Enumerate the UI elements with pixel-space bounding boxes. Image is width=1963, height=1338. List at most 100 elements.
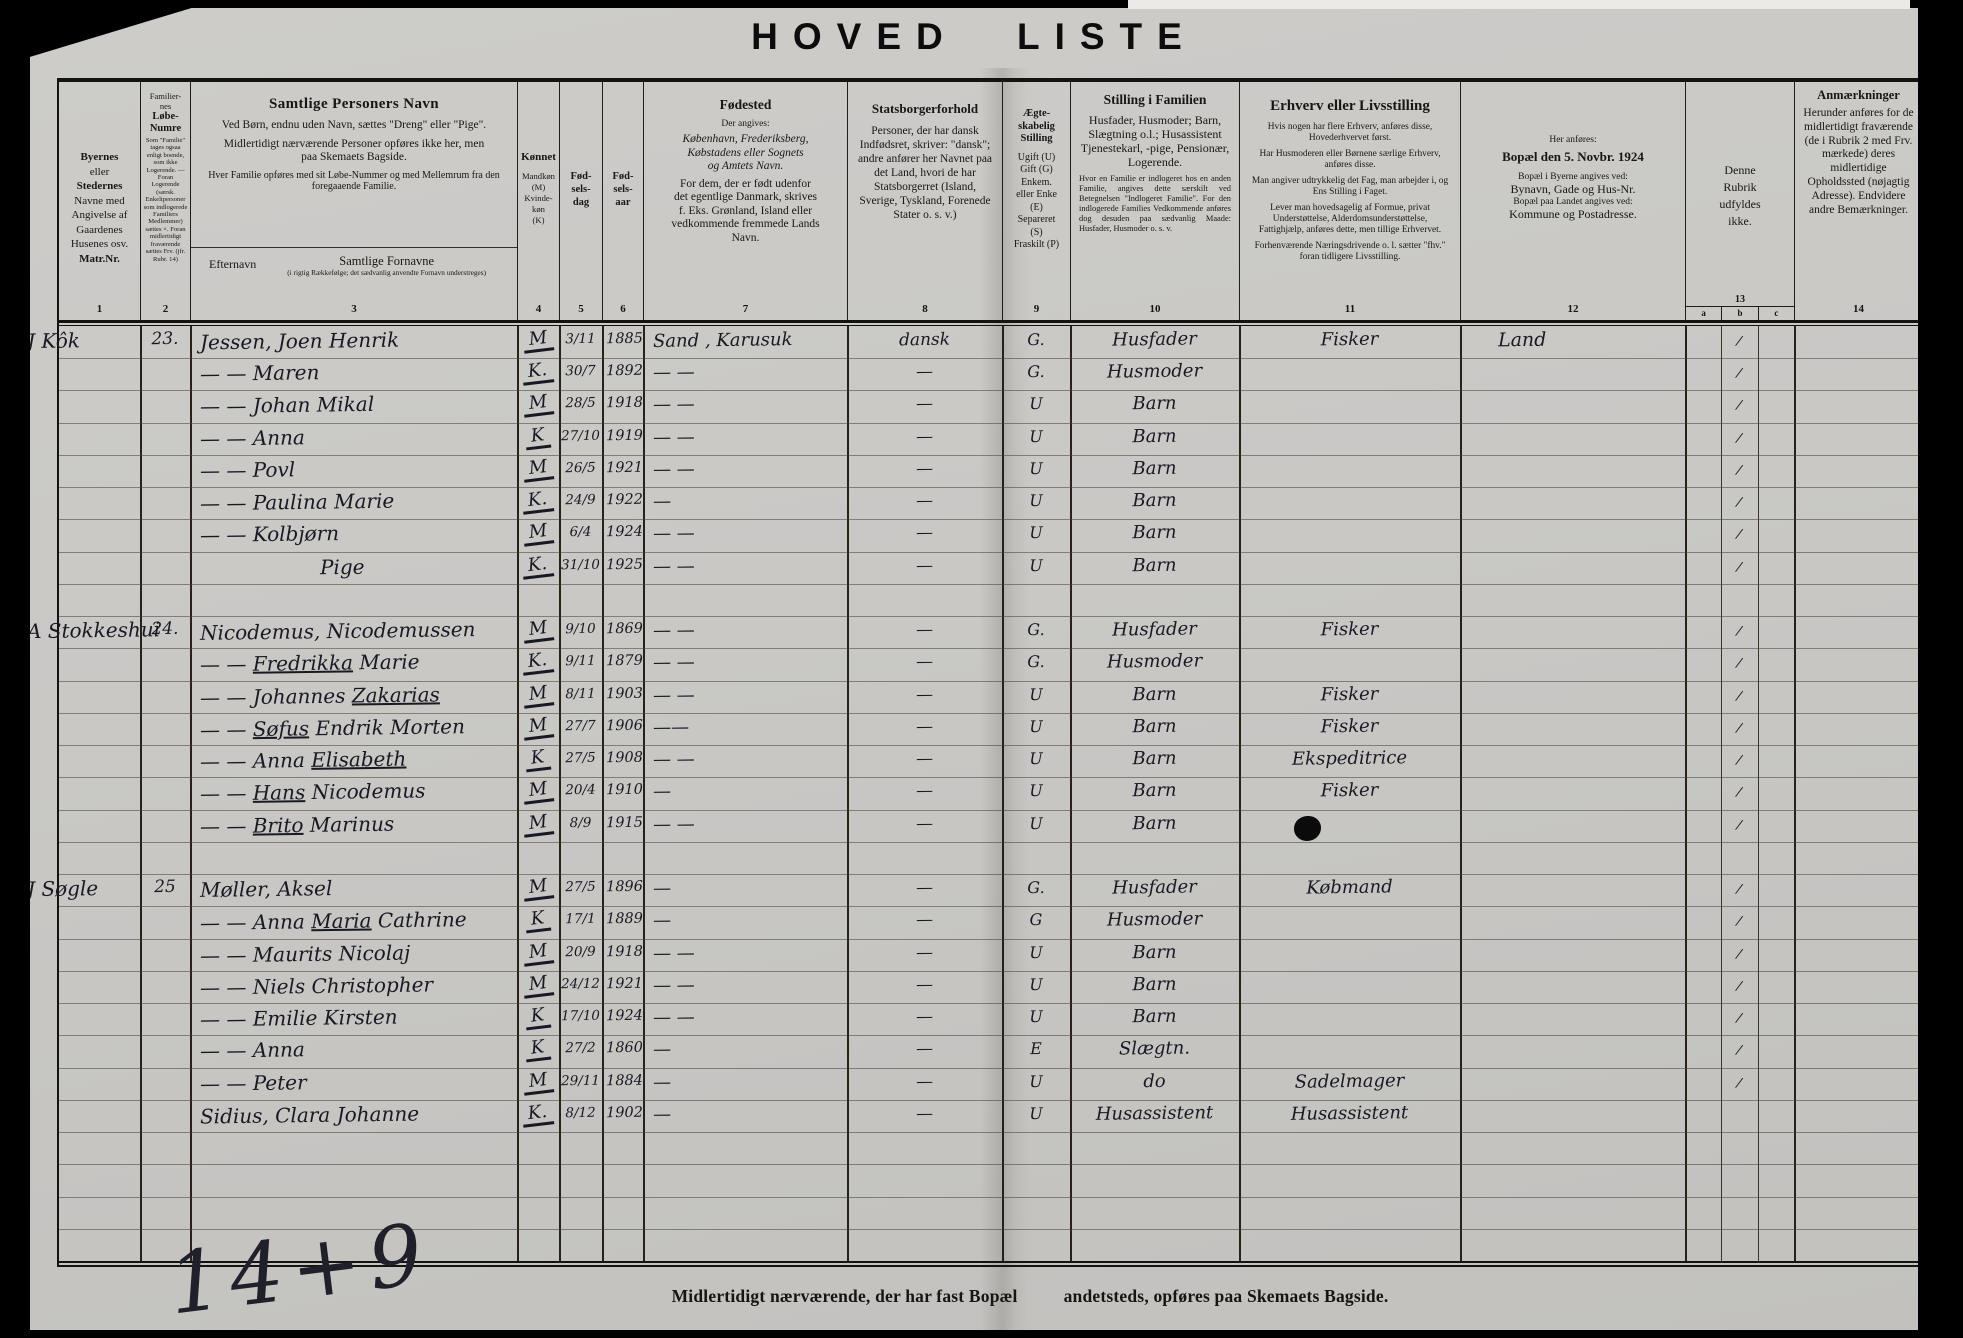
text-line: Bopæl den 5. Novbr. 1924: [1502, 149, 1644, 164]
text-line: Navne med: [74, 194, 125, 207]
entry-marital-status: U: [1029, 781, 1043, 801]
entry-citizenship: —: [915, 942, 934, 963]
entry-birthplace: — —: [652, 361, 695, 384]
entry-citizenship: —: [915, 1039, 934, 1060]
entry-family-number: 24.: [151, 618, 179, 640]
text-block: Ved Børn, endnu uden Navn, sættes "Dreng…: [221, 119, 487, 131]
column-header-occupation: Erhverv eller Livsstilling Hvis nogen ha…: [1239, 82, 1460, 294]
entry-birth-day: 24/12: [560, 975, 601, 993]
entry-citizenship: —: [915, 813, 934, 834]
text-line: Denne: [1724, 163, 1756, 177]
entry-name: — — Fredrikka Marie: [199, 649, 420, 677]
entry-check-mark: /: [1735, 914, 1743, 930]
entry-check-mark: /: [1735, 365, 1743, 382]
sex-letter: K.: [521, 1100, 555, 1128]
entry-marital-status: U: [1029, 491, 1043, 511]
entry-check-mark: /: [1735, 978, 1743, 995]
entry-birth-year: 1906: [605, 717, 644, 735]
text-line: skabelig: [1018, 120, 1055, 132]
text-line: udfyldes: [1719, 197, 1761, 211]
entry-name: — — Hans Nicodemus: [199, 778, 426, 806]
entry-birth-day: 6/4: [569, 524, 592, 541]
sex-letter: M: [521, 971, 555, 999]
column-header-family-number: Familier- nes Løbe- Numre Som "Familie" …: [140, 82, 190, 294]
sex-letter: M: [521, 713, 555, 741]
entry-birth-year: 1860: [605, 1040, 644, 1057]
entry-name: Pige: [319, 554, 365, 579]
text-line: Stedernes: [76, 180, 123, 192]
row-line: [59, 906, 1918, 908]
entry-citizenship: —: [915, 652, 934, 673]
row-line: [59, 1003, 1918, 1005]
text-line: Samtlige Personers Navn: [268, 96, 439, 112]
scan-edge-strip: [1128, 0, 1910, 9]
sex-letter: M: [521, 1067, 555, 1096]
column-line: [559, 326, 561, 1261]
table-bottom-border: [59, 1261, 1918, 1267]
text-block: Man angiver udtrykkelig det Fag, man arb…: [1251, 176, 1449, 197]
entry-name: — — Povl: [199, 457, 296, 483]
text-line: Rubrik: [1723, 180, 1757, 194]
entry-birth-year: 1884: [605, 1072, 644, 1089]
row-line: [59, 970, 1918, 972]
column-header-names: Samtlige Personers Navn Ved Børn, endnu …: [190, 82, 517, 294]
entry-birth-year: 1921: [605, 975, 644, 993]
text-line: Stilling: [1020, 133, 1053, 144]
entry-marital-status: U: [1029, 974, 1043, 994]
sex-letter: M: [521, 455, 555, 483]
column-line: [1794, 326, 1796, 1261]
column-number: 3: [190, 294, 517, 320]
entry-check-mark: /: [1735, 720, 1743, 737]
entry-birthplace: — —: [652, 619, 695, 642]
entry-name: — — Anna Maria Cathrine: [199, 907, 467, 936]
column-number: 13: [1735, 294, 1745, 305]
entry-birth-year: 1892: [605, 362, 644, 380]
entry-name: — — Niels Christopher: [199, 972, 434, 1000]
entry-birth-day: 27/7: [565, 717, 596, 735]
text-line: Matr.Nr.: [79, 252, 120, 265]
text-line: Fød-: [570, 171, 592, 182]
entry-check-mark: /: [1735, 527, 1743, 543]
row-line: [59, 648, 1918, 650]
entry-birth-day: 17/10: [560, 1007, 601, 1025]
entry-birth-day: 24/9: [565, 491, 596, 509]
text-line: Købstadens eller Sognets: [687, 146, 804, 159]
text-line: Erhverv eller Livsstilling: [1270, 98, 1430, 114]
column-line: [847, 326, 849, 1261]
entry-citizenship: —: [915, 394, 934, 415]
entry-family-position: Barn: [1132, 522, 1177, 544]
column-header-remarks: Anmærkninger Herunder anføres for de mid…: [1794, 82, 1918, 294]
text-line: (E): [1030, 201, 1043, 213]
row-line: [59, 1228, 1918, 1230]
entry-check-mark: /: [1735, 494, 1743, 511]
entry-occupation: Ekspeditrice: [1291, 747, 1408, 770]
entry-birth-day: 27/2: [565, 1040, 596, 1057]
entry-check-mark: /: [1735, 688, 1743, 704]
entry-family-position: do: [1143, 1070, 1166, 1092]
column-header-place: Byernes eller Stedernes Navne med Angive…: [59, 82, 140, 294]
entry-name: Møller, Aksel: [199, 876, 333, 903]
entry-birth-year: 1925: [605, 556, 644, 573]
entry-birth-day: 26/5: [565, 459, 596, 477]
entry-birthplace: — —: [652, 748, 695, 771]
subcolumn-line: [1721, 326, 1723, 1261]
text-line: Husenes osv.: [70, 238, 129, 250]
sex-letter: M: [521, 390, 555, 419]
entry-birth-year: 1879: [605, 653, 644, 670]
entry-name: — — Emilie Kirsten: [199, 1004, 398, 1032]
entry-marital-status: U: [1029, 813, 1043, 833]
entry-birth-year: 1918: [605, 395, 644, 412]
entry-birthplace: — —: [652, 426, 695, 449]
column-header-unused: Denne Rubrik udfyldes ikke.: [1685, 82, 1794, 294]
text-line: Numre: [149, 122, 182, 134]
entry-birth-year: 1922: [605, 491, 644, 509]
footer-text-2: andetsteds, opføres paa Skemaets Bagside…: [1063, 1286, 1389, 1306]
column-numbers-row: 1 2 3 4 5 6 7 8 9 10 11 12 13 a b c 14: [59, 294, 1918, 320]
entry-family-position: Husmoder: [1106, 908, 1203, 932]
row-line: [59, 454, 1918, 456]
text-line: sels-: [571, 184, 591, 195]
entry-birthplace: —: [652, 781, 672, 803]
text-line: Her anføres:: [1549, 135, 1597, 145]
entry-check-mark: /: [1735, 559, 1743, 575]
entry-birthplace: —: [652, 877, 672, 900]
